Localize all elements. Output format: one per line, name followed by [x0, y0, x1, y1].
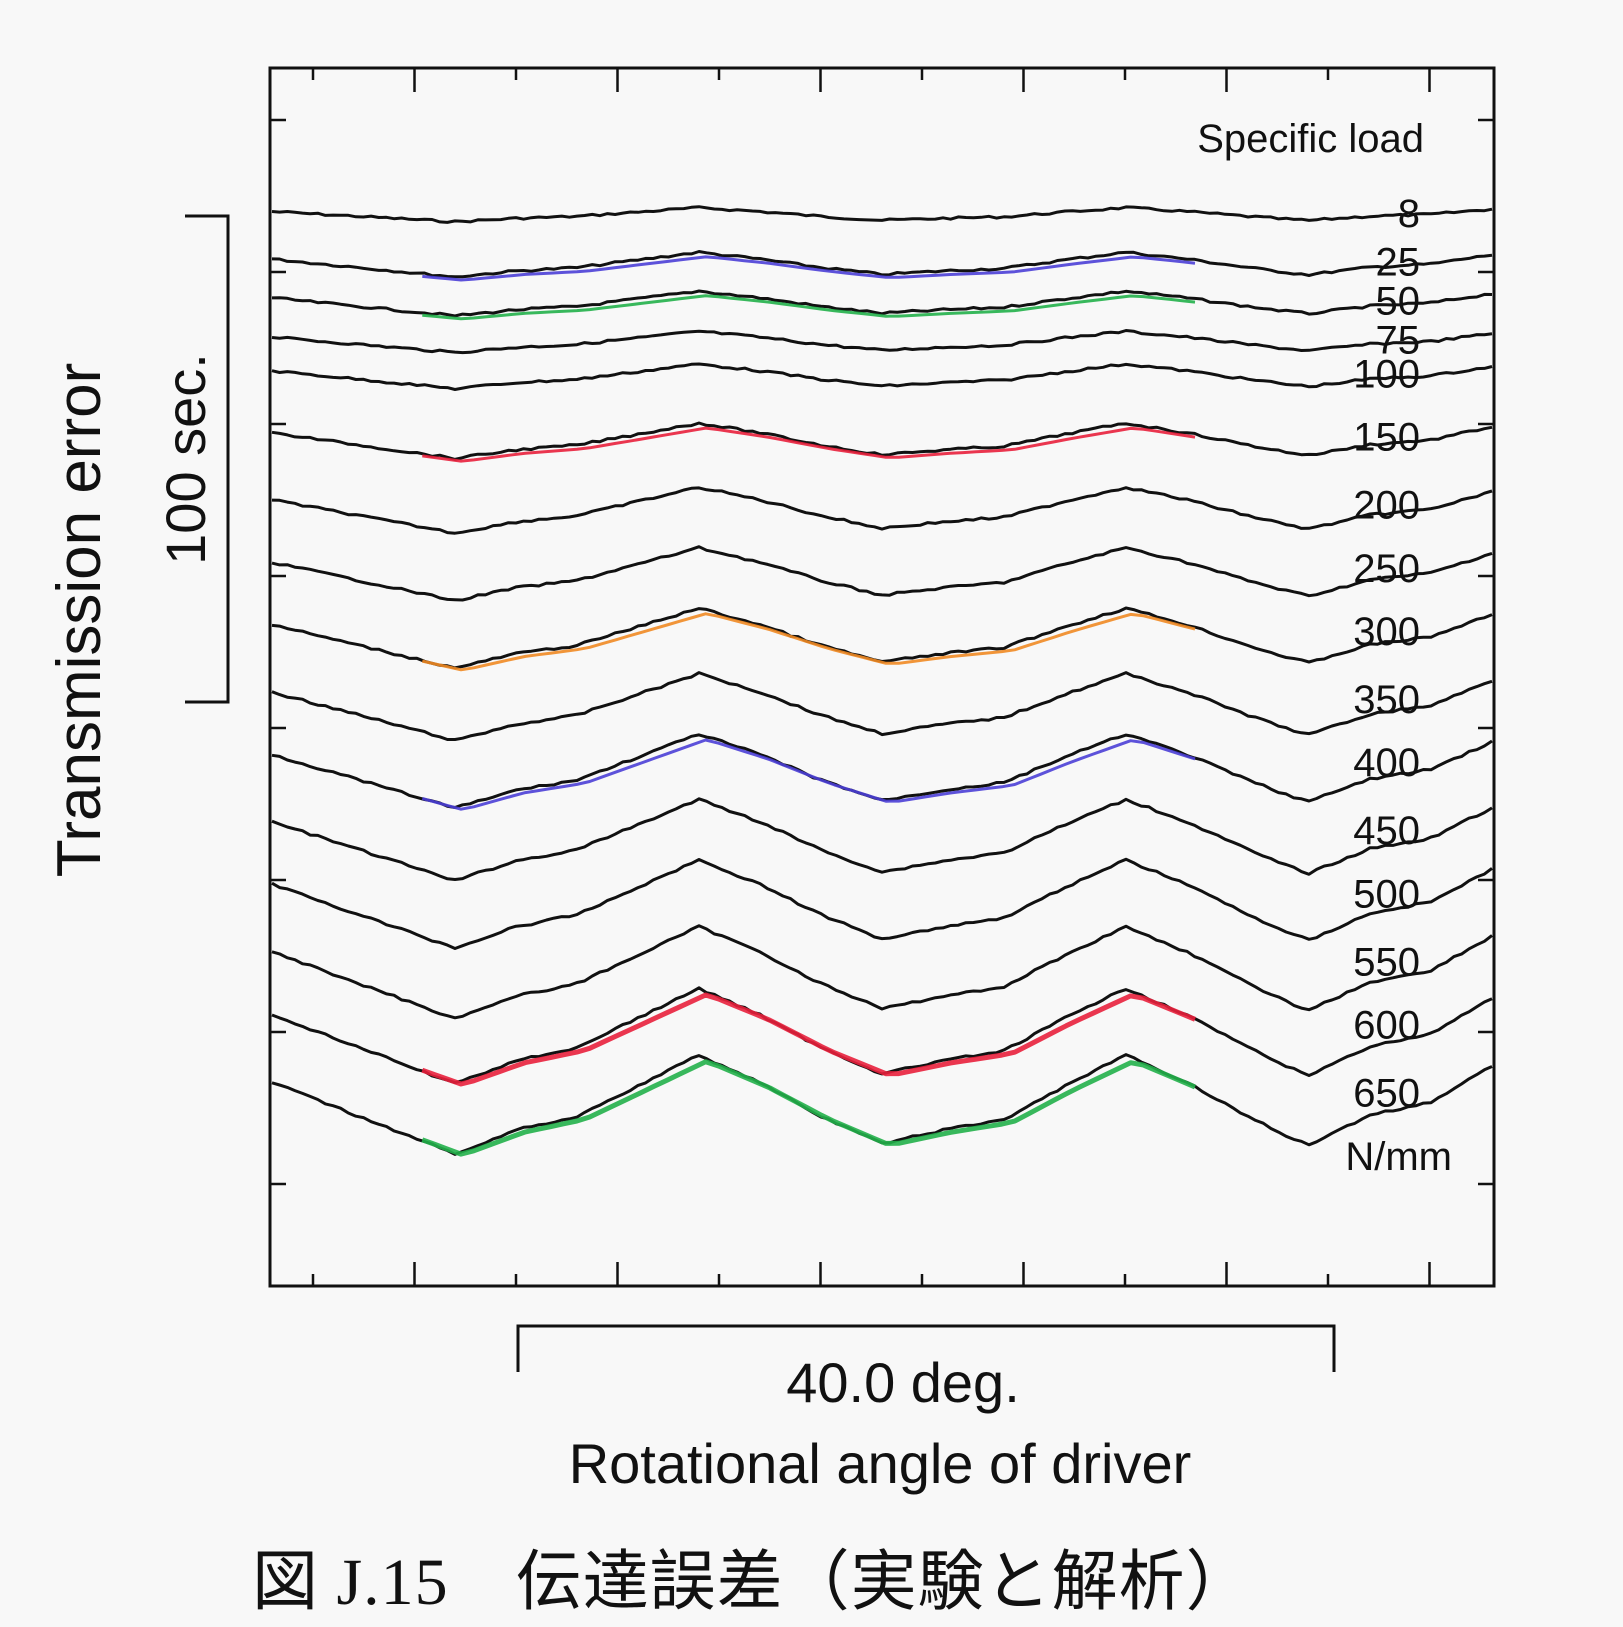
x-scale-bar: [516, 1324, 1336, 1372]
experiment-curve-350: [271, 671, 1493, 741]
analysis-curve-25: [422, 255, 1196, 282]
experiment-curve-600: [271, 986, 1493, 1085]
load-label-75: 75: [1376, 318, 1421, 362]
experiment-curve-300: [271, 606, 1493, 670]
load-label-500: 500: [1353, 872, 1420, 916]
load-label-100: 100: [1353, 352, 1420, 396]
experiment-curve-250: [271, 545, 1493, 602]
figure-caption: 図 J.15 伝達誤差（実験と解析）: [252, 1546, 1253, 1619]
load-label-600: 600: [1353, 1004, 1420, 1048]
experiment-curve-150: [271, 421, 1493, 461]
y-axis-label: Transmission error: [45, 363, 114, 877]
load-label-50: 50: [1376, 279, 1421, 323]
load-label-25: 25: [1376, 241, 1421, 285]
experiment-curve-200: [271, 486, 1493, 535]
load-label-450: 450: [1353, 809, 1420, 853]
experiment-curve-100: [271, 362, 1493, 391]
plot-frame: [268, 66, 1496, 1288]
experiment-curve-75: [271, 329, 1493, 355]
y-scale-label: 100 sec.: [154, 353, 217, 565]
x-scale-label: 40.0 deg.: [786, 1351, 1020, 1414]
axis-ticks: [270, 68, 1494, 1286]
load-label-200: 200: [1353, 484, 1420, 528]
experiment-curve-400: [271, 733, 1493, 809]
analysis-curve-400: [421, 738, 1196, 811]
legend-title: Specific load: [1197, 117, 1424, 161]
experiment-curve-50: [271, 289, 1493, 318]
analysis-curve-600: [421, 992, 1196, 1087]
experiment-curve-500: [271, 857, 1493, 950]
experiment-curve-25: [271, 250, 1493, 279]
load-label-550: 550: [1353, 940, 1420, 984]
experiment-curve-8: [271, 205, 1493, 224]
load-label-650: 650: [1353, 1072, 1420, 1116]
load-label-250: 250: [1353, 547, 1420, 591]
analysis-curve-50: [422, 294, 1196, 321]
legend-unit: N/mm: [1345, 1135, 1452, 1179]
load-label-150: 150: [1353, 416, 1420, 460]
analysis-curve-300: [421, 612, 1196, 672]
load-label-8: 8: [1398, 192, 1420, 236]
experiment-curve-450: [271, 797, 1493, 881]
y-scale-bar: [185, 214, 230, 704]
experiment-curve-550: [271, 924, 1493, 1020]
analysis-curve-650: [421, 1059, 1196, 1157]
load-label-400: 400: [1353, 741, 1420, 785]
load-label-300: 300: [1353, 610, 1420, 654]
x-axis-label: Rotational angle of driver: [569, 1432, 1192, 1495]
load-label-350: 350: [1353, 678, 1420, 722]
curves-group: [271, 205, 1493, 1157]
analysis-curve-150: [422, 426, 1196, 463]
